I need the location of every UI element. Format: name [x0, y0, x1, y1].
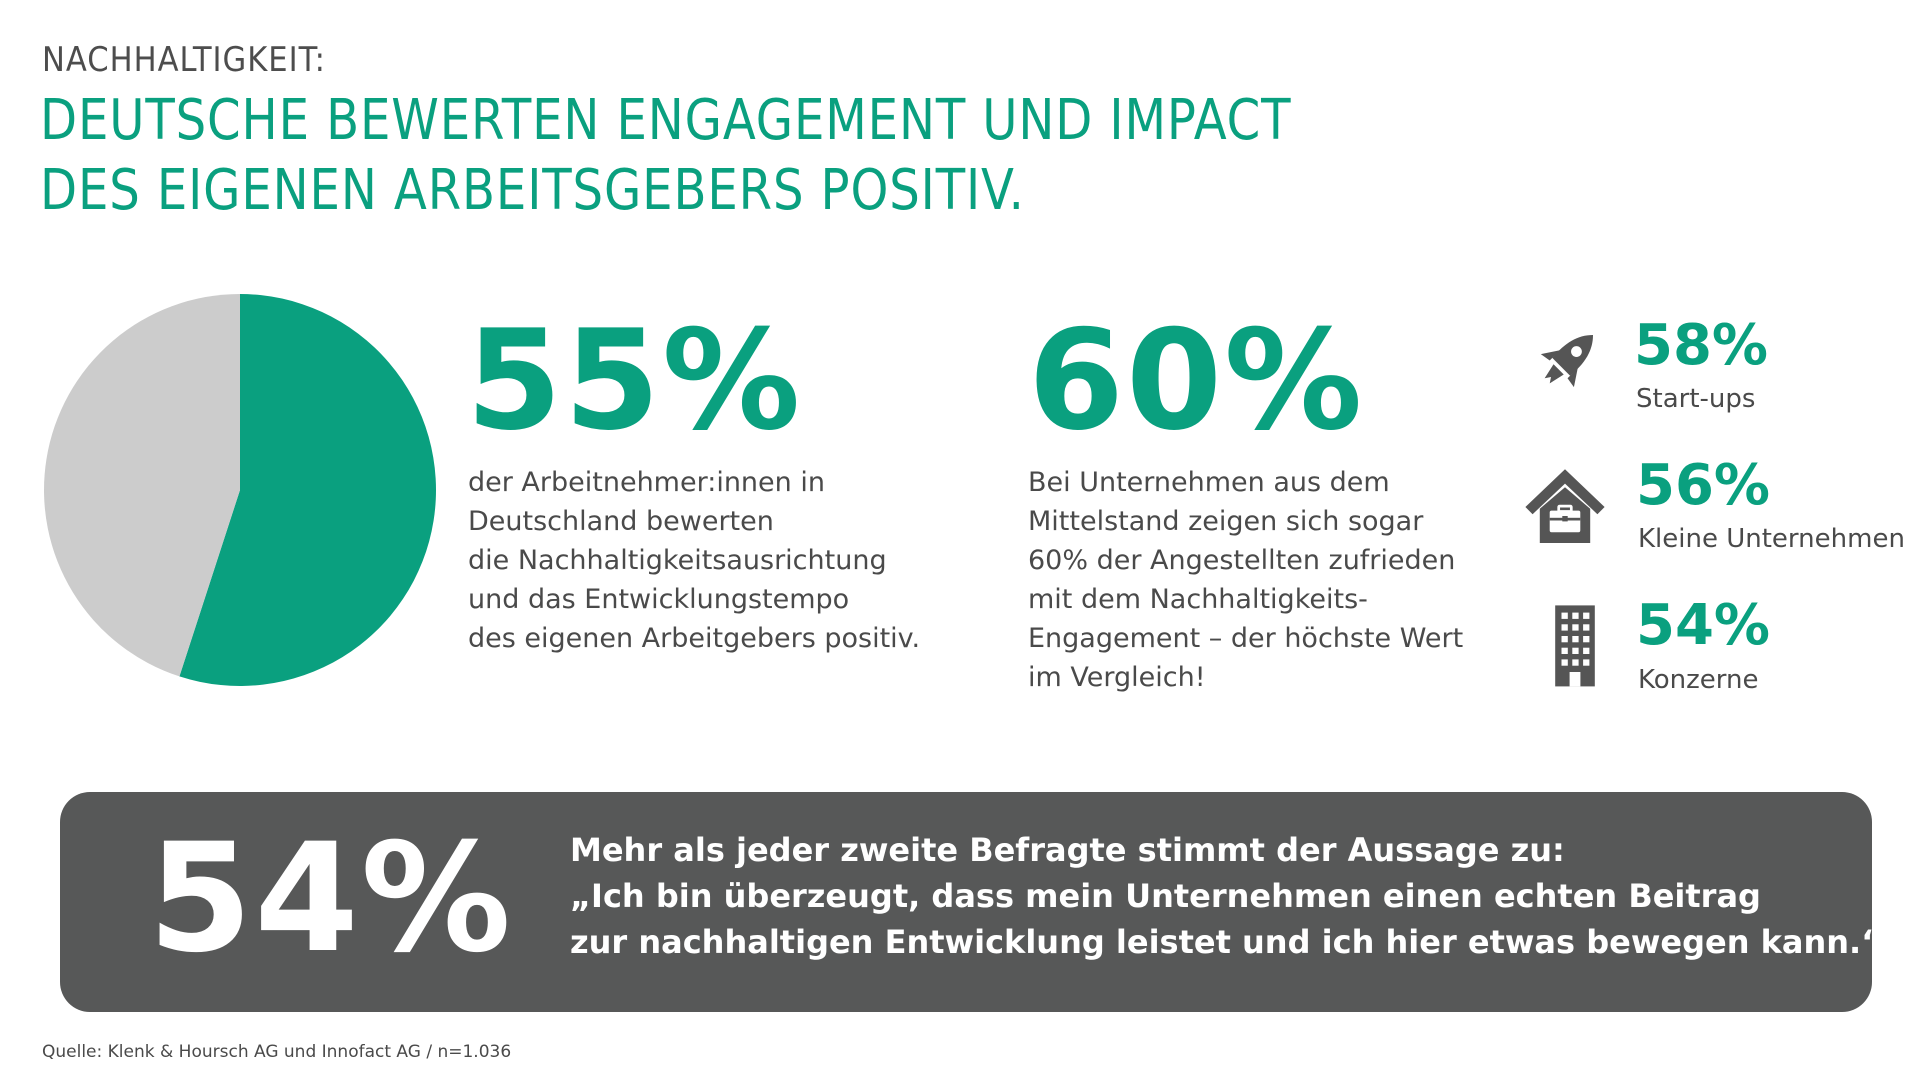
mittelstand-line: Mittelstand zeigen sich sogar: [1028, 506, 1424, 537]
kicker: NACHHALTIGKEIT:: [42, 40, 326, 80]
pie-slice-positive: [179, 294, 437, 686]
mittelstand-line: 60% der Angestellten zufrieden: [1028, 545, 1456, 576]
main-stat-line: Deutschland bewerten: [468, 506, 774, 537]
main-stat-description: der Arbeitnehmer:innen in Deutschland be…: [468, 463, 920, 658]
source-note: Quelle: Klenk & Hoursch AG und Innofact …: [42, 1042, 512, 1062]
headline-line-2: DES EIGENEN ARBEITSGEBERS POSITIV.: [40, 158, 1025, 223]
rocket-icon: [1540, 334, 1594, 388]
banner-text: Mehr als jeder zweite Befragte stimmt de…: [570, 827, 1882, 965]
corporations-label: Konzerne: [1638, 665, 1759, 695]
corporations-value: 54%: [1636, 593, 1771, 658]
main-stat-line: der Arbeitnehmer:innen in: [468, 467, 825, 498]
headline-line-1: DEUTSCHE BEWERTEN ENGAGEMENT UND IMPACT: [40, 88, 1292, 153]
mittelstand-value: 60%: [1028, 300, 1365, 461]
mittelstand-description: Bei Unternehmen aus dem Mittelstand zeig…: [1028, 463, 1463, 697]
startups-value: 58%: [1634, 313, 1769, 378]
pie-slice-rest: [44, 294, 240, 677]
headline: DEUTSCHE BEWERTEN ENGAGEMENT UND IMPACT …: [40, 86, 1416, 226]
mittelstand-line: mit dem Nachhaltigkeits-: [1028, 584, 1368, 615]
main-stat-line: des eigenen Arbeitgebers positiv.: [468, 623, 921, 654]
main-stat-value: 55%: [466, 300, 803, 461]
mittelstand-line: im Vergleich!: [1028, 662, 1206, 693]
small-companies-value: 56%: [1636, 453, 1771, 518]
house-briefcase-icon: [1525, 469, 1605, 543]
banner-line: zur nachhaltigen Entwicklung leistet und…: [570, 923, 1883, 961]
startups-label: Start-ups: [1636, 384, 1756, 414]
main-stat-line: und das Entwicklungstempo: [468, 584, 850, 615]
small-companies-label: Kleine Unternehmen: [1638, 524, 1905, 554]
banner-line: „Ich bin überzeugt, dass mein Unternehme…: [570, 877, 1761, 915]
mittelstand-line: Bei Unternehmen aus dem: [1028, 467, 1390, 498]
banner-line: Mehr als jeder zweite Befragte stimmt de…: [570, 831, 1565, 869]
quote-banner: 54% Mehr als jeder zweite Befragte stimm…: [60, 792, 1882, 1012]
pie-chart: [44, 294, 437, 686]
mittelstand-line: Engagement – der höchste Wert: [1028, 623, 1464, 654]
main-stat-line: die Nachhaltigkeitsausrichtung: [468, 545, 887, 576]
building-icon: [1555, 605, 1595, 687]
banner-value: 54%: [148, 812, 514, 986]
